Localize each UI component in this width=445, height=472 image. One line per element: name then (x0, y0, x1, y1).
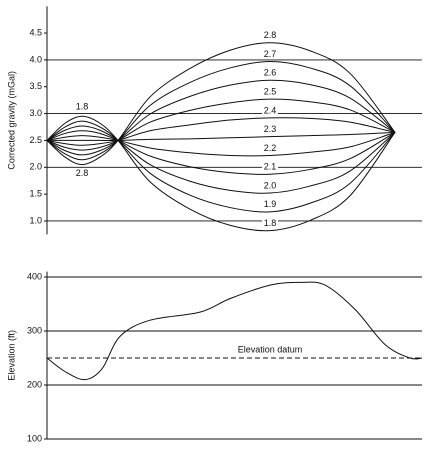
y-tick-label: 100 (27, 433, 42, 443)
curve (46, 120, 396, 213)
y-tick-label: 300 (27, 325, 42, 335)
curve (46, 125, 396, 194)
y-tick-label: 2.0 (29, 162, 42, 172)
curve-label: 2.8 (264, 30, 277, 40)
label-bg (262, 124, 278, 135)
curve (46, 61, 396, 161)
curve-label: 2.7 (264, 49, 277, 59)
label-bg (262, 199, 278, 210)
y-tick-label: 400 (27, 271, 42, 281)
y-tick-label: 2.5 (29, 135, 42, 145)
curve-label: 1.8 (76, 102, 89, 112)
y-axis-title: Elevation (ft) (6, 330, 16, 381)
curve-label: 1.8 (264, 218, 277, 228)
curve-label: 2.6 (264, 68, 277, 78)
y-tick-label: 200 (27, 379, 42, 389)
curve-label: 2.3 (264, 124, 277, 134)
curve-label: 1.9 (264, 199, 277, 209)
y-tick-label: 4.0 (29, 54, 42, 64)
label-bg (74, 168, 90, 179)
curve (46, 281, 423, 381)
y-tick-label: 4.5 (29, 27, 42, 37)
curve-label: 2.8 (76, 168, 89, 178)
y-tick-label: 1.5 (29, 189, 42, 199)
label-bg (74, 102, 90, 113)
label-bg (262, 30, 278, 41)
curve (46, 79, 396, 156)
curve (46, 130, 396, 175)
curve-label: 2.5 (264, 86, 277, 96)
label-bg (262, 49, 278, 60)
curve-label: 2.4 (264, 105, 277, 115)
label-bg (262, 162, 278, 173)
curve (46, 42, 396, 166)
label-bg (262, 218, 278, 229)
curve-label: 2.0 (264, 180, 277, 190)
curve (46, 115, 396, 232)
label-bg (262, 68, 278, 79)
label-bg (262, 105, 278, 116)
curve-label: 2.2 (264, 143, 277, 153)
curve (46, 117, 396, 146)
datum-label: Elevation datum (238, 344, 303, 354)
curve-label: 2.1 (264, 162, 277, 172)
y-tick-label: 3.5 (29, 81, 42, 91)
curve (46, 98, 396, 151)
y-tick-label: 1.0 (29, 215, 42, 225)
label-bg (262, 181, 278, 192)
label-bg (262, 87, 278, 98)
label-bg (262, 143, 278, 154)
curve (46, 131, 396, 142)
curve (46, 131, 396, 157)
y-axis-title: Corrected gravity (mGal) (6, 71, 16, 170)
y-tick-label: 3.0 (29, 108, 42, 118)
